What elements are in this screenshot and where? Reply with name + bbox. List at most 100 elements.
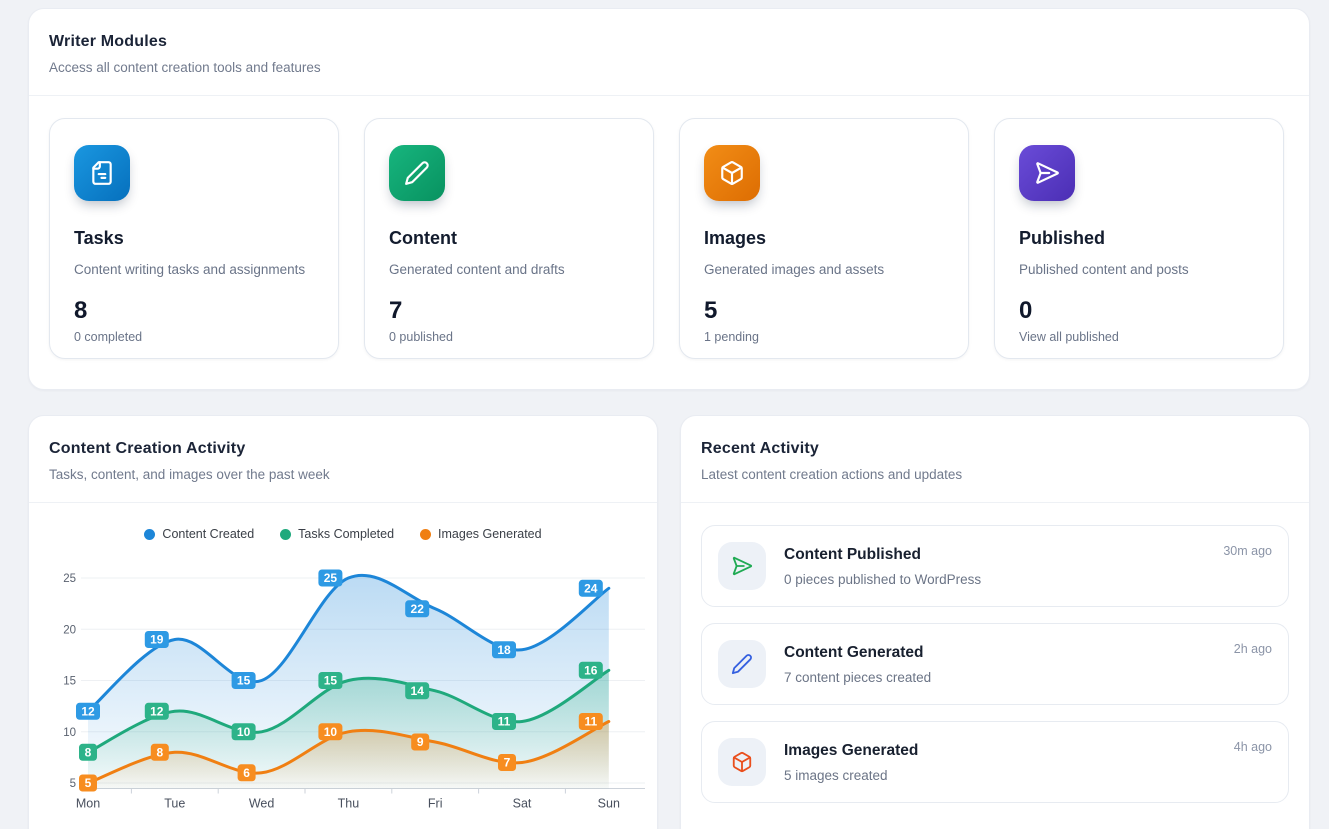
chart-legend: Content Created Tasks Completed Images G… xyxy=(29,527,657,541)
legend-dot xyxy=(280,528,292,540)
recent-activity-subtitle: Latest content creation actions and upda… xyxy=(701,467,963,482)
chart-subtitle: Tasks, content, and images over the past… xyxy=(49,467,330,482)
svg-text:8: 8 xyxy=(85,745,92,759)
svg-text:24: 24 xyxy=(584,581,598,595)
svg-text:12: 12 xyxy=(150,704,164,718)
send-icon xyxy=(718,542,766,590)
activity-area-chart: 5 10 15 20 25 Mon Tue Wed Thu Fri Sat Sun 12 19 15 25 22… xyxy=(63,569,645,811)
svg-text:22: 22 xyxy=(411,602,425,616)
module-footnote: 0 completed xyxy=(74,330,143,344)
svg-text:14: 14 xyxy=(411,684,425,698)
svg-text:5: 5 xyxy=(85,776,92,790)
activity-list: Content Published 0 pieces published to … xyxy=(681,503,1309,825)
chart-title: Content Creation Activity xyxy=(49,440,246,457)
svg-text:20: 20 xyxy=(63,624,76,636)
svg-text:5: 5 xyxy=(70,778,76,790)
module-card-tasks[interactable]: Tasks Content writing tasks and assignme… xyxy=(49,118,339,359)
svg-text:25: 25 xyxy=(324,571,338,585)
cube-icon xyxy=(718,738,766,786)
writer-modules-panel: Writer Modules Access all content creati… xyxy=(28,8,1310,390)
activity-description: 0 pieces published to WordPress xyxy=(784,571,982,587)
module-card-images[interactable]: Images Generated images and assets 5 1 p… xyxy=(679,118,969,359)
pencil-icon xyxy=(389,145,445,201)
svg-text:15: 15 xyxy=(63,676,76,688)
pencil-icon xyxy=(718,640,766,688)
activity-description: 5 images created xyxy=(784,767,888,783)
legend-dot xyxy=(420,528,432,540)
module-title: Published xyxy=(1019,228,1106,248)
module-count: 5 xyxy=(704,297,718,324)
module-cards-row: Tasks Content writing tasks and assignme… xyxy=(29,96,1309,381)
module-count: 8 xyxy=(74,297,88,324)
activity-timestamp: 30m ago xyxy=(1223,544,1272,558)
activity-title: Images Generated xyxy=(784,741,919,759)
activity-text: Content Generated 7 content pieces creat… xyxy=(784,644,1216,685)
svg-text:16: 16 xyxy=(584,663,598,677)
module-footnote: View all published xyxy=(1019,330,1119,344)
legend-item-tasks-completed[interactable]: Tasks Completed xyxy=(280,527,394,541)
svg-text:8: 8 xyxy=(156,745,163,759)
svg-text:18: 18 xyxy=(497,643,511,657)
svg-text:Sat: Sat xyxy=(513,797,532,811)
svg-text:Tue: Tue xyxy=(164,797,185,811)
svg-text:7: 7 xyxy=(504,756,511,770)
legend-item-images-generated[interactable]: Images Generated xyxy=(420,527,542,541)
module-title: Content xyxy=(389,228,457,248)
module-footnote: 0 published xyxy=(389,330,453,344)
module-title: Tasks xyxy=(74,228,124,248)
legend-item-content-created[interactable]: Content Created xyxy=(144,527,254,541)
module-description: Published content and posts xyxy=(1019,262,1189,277)
module-description: Generated images and assets xyxy=(704,262,885,277)
activity-item-images-generated: Images Generated 5 images created 4h ago xyxy=(701,721,1289,803)
legend-label: Tasks Completed xyxy=(298,527,395,541)
module-title: Images xyxy=(704,228,767,248)
svg-text:Sun: Sun xyxy=(598,797,620,811)
svg-text:Wed: Wed xyxy=(249,797,275,811)
svg-text:10: 10 xyxy=(237,725,251,739)
writer-modules-header: Writer Modules Access all content creati… xyxy=(29,9,1309,96)
svg-text:11: 11 xyxy=(584,715,597,729)
activity-timestamp: 2h ago xyxy=(1233,642,1272,656)
chart-panel-header: Content Creation Activity Tasks, content… xyxy=(29,416,657,503)
activity-text: Content Published 0 pieces published to … xyxy=(784,546,1205,587)
svg-text:9: 9 xyxy=(417,735,424,749)
svg-text:10: 10 xyxy=(324,725,338,739)
recent-activity-title: Recent Activity xyxy=(701,440,819,457)
svg-text:15: 15 xyxy=(324,674,338,688)
send-icon xyxy=(1019,145,1075,201)
page-title: Writer Modules xyxy=(49,33,168,50)
activity-title: Content Generated xyxy=(784,643,924,661)
recent-activity-header: Recent Activity Latest content creation … xyxy=(681,416,1309,503)
recent-activity-panel: Recent Activity Latest content creation … xyxy=(680,415,1310,829)
module-description: Content writing tasks and assignments xyxy=(74,262,306,277)
activity-item-content-published: Content Published 0 pieces published to … xyxy=(701,525,1289,607)
activity-title: Content Published xyxy=(784,545,921,563)
legend-dot xyxy=(144,528,156,540)
content-creation-activity-panel: Content Creation Activity Tasks, content… xyxy=(28,415,658,829)
module-description: Generated content and drafts xyxy=(389,262,565,277)
svg-text:6: 6 xyxy=(243,766,250,780)
svg-text:Thu: Thu xyxy=(338,797,360,811)
module-card-published[interactable]: Published Published content and posts 0 … xyxy=(994,118,1284,359)
module-count: 7 xyxy=(389,297,403,324)
svg-text:Fri: Fri xyxy=(428,797,443,811)
svg-text:Mon: Mon xyxy=(76,797,100,811)
svg-text:19: 19 xyxy=(150,633,164,647)
page-subtitle: Access all content creation tools and fe… xyxy=(49,60,321,75)
module-count: 0 xyxy=(1019,297,1033,324)
svg-text:12: 12 xyxy=(81,704,95,718)
cube-icon xyxy=(704,145,760,201)
activity-description: 7 content pieces created xyxy=(784,669,932,685)
svg-text:15: 15 xyxy=(237,674,251,688)
file-text-icon xyxy=(74,145,130,201)
svg-text:10: 10 xyxy=(63,727,76,739)
activity-timestamp: 4h ago xyxy=(1233,740,1272,754)
module-card-content[interactable]: Content Generated content and drafts 7 0… xyxy=(364,118,654,359)
legend-label: Content Created xyxy=(162,527,255,541)
module-footnote: 1 pending xyxy=(704,330,759,344)
activity-item-content-generated: Content Generated 7 content pieces creat… xyxy=(701,623,1289,705)
legend-label: Images Generated xyxy=(438,527,542,541)
svg-text:11: 11 xyxy=(498,715,511,729)
activity-text: Images Generated 5 images created xyxy=(784,742,1216,783)
svg-text:25: 25 xyxy=(63,573,76,585)
